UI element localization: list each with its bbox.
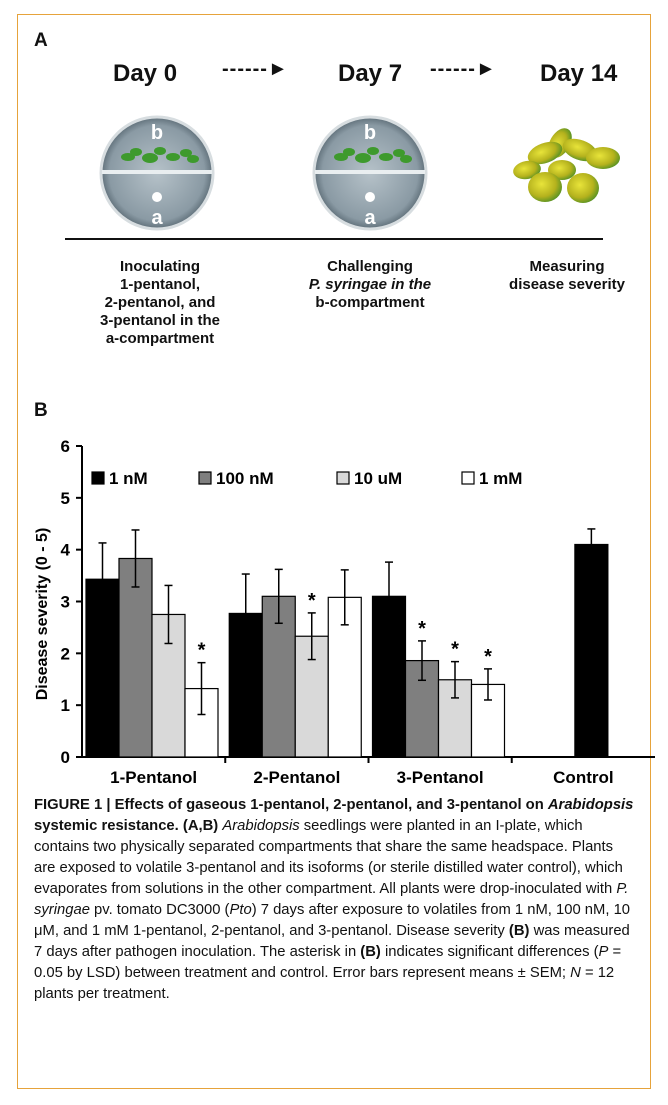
panel-b-label: B — [34, 400, 48, 421]
plate2-b-label: b — [364, 122, 376, 144]
bar — [118, 557, 153, 758]
caption-figure-number: FIGURE 1 | — [34, 797, 115, 813]
legend-label: 1 mM — [479, 469, 522, 488]
day-7-label: Day 7 — [338, 60, 403, 87]
y-tick-label: 1 — [61, 696, 70, 715]
bars-group: * * * * * — [85, 528, 609, 758]
significance-asterisk: * — [198, 640, 206, 662]
diseased-plant-illustration — [513, 128, 620, 203]
x-tick-label: 3-Pentanol — [397, 768, 484, 787]
legend-label: 10 uM — [354, 469, 402, 488]
x-axis: 1-Pentanol 2-Pentanol 3-Pentanol Control — [82, 756, 655, 787]
significance-asterisk: * — [418, 618, 426, 640]
step-day7-description: Challenging P. syringae in the b-compart… — [308, 258, 432, 311]
dashed-arrow-2: ------► — [430, 58, 497, 80]
legend-swatch — [198, 471, 212, 485]
i-plate-day7: b a — [312, 115, 428, 231]
plate1-a-label: a — [151, 207, 163, 229]
i-plate-day0: b a — [99, 115, 215, 231]
legend: 1 nM 100 nM 10 uM 1 mM — [91, 469, 522, 488]
dashed-arrow-1: ------► — [222, 58, 289, 80]
y-tick-label: 4 — [61, 541, 71, 560]
legend-label: 100 nM — [216, 469, 274, 488]
legend-swatch — [461, 471, 475, 485]
plate2-a-label: a — [364, 207, 376, 229]
y-axis-label: Disease severity (0 - 5) — [34, 528, 51, 701]
day-0-label: Day 0 — [113, 60, 178, 87]
day-14-label: Day 14 — [540, 60, 618, 87]
bar — [574, 543, 609, 758]
legend-swatch — [336, 471, 350, 485]
timeline-divider — [65, 238, 603, 240]
x-tick-label: Control — [553, 768, 613, 787]
significance-asterisk: * — [451, 639, 459, 661]
significance-asterisk: * — [308, 590, 316, 612]
y-tick-label: 2 — [61, 644, 70, 663]
step-day14-description: Measuring disease severity — [509, 258, 625, 293]
step-day0-description: Inoculating 1-pentanol, 2-pentanol, and … — [100, 258, 220, 347]
y-tick-label: 3 — [61, 593, 70, 612]
panel-a-illustrations: b a b a — [99, 115, 620, 231]
y-tick-label: 6 — [61, 437, 70, 456]
plate1-b-label: b — [151, 122, 163, 144]
legend-label: 1 nM — [109, 469, 148, 488]
caption-title: Effects of gaseous 1-pentanol, 2-pentano… — [114, 797, 548, 813]
legend-swatch — [91, 471, 105, 485]
y-axis: 0 1 2 3 4 5 6 — [61, 437, 83, 767]
y-tick-label: 0 — [61, 748, 70, 767]
x-tick-label: 1-Pentanol — [110, 768, 197, 787]
figure-caption: FIGURE 1 | Effects of gaseous 1-pentanol… — [34, 797, 634, 1002]
disease-severity-chart: Disease severity (0 - 5) 0 1 2 3 4 5 6 1-Penta… — [34, 437, 655, 787]
x-tick-label: 2-Pentanol — [253, 768, 340, 787]
y-tick-label: 5 — [61, 489, 70, 508]
panel-a-label: A — [34, 30, 48, 51]
significance-asterisk: * — [484, 646, 492, 668]
